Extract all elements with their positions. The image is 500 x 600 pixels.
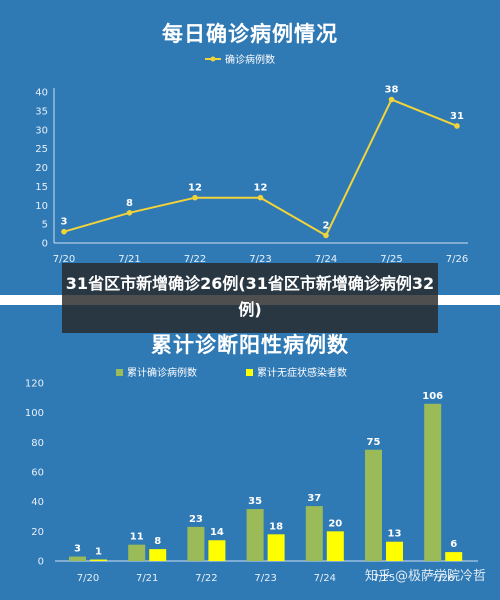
legend-swatch	[246, 369, 253, 376]
data-label: 6	[450, 539, 457, 550]
data-point	[126, 210, 133, 216]
y-tick-label: 40	[35, 88, 48, 99]
legend-swatch	[116, 369, 123, 376]
x-tick-label: 7/26	[446, 254, 468, 265]
y-tick-label: 80	[31, 438, 44, 449]
data-point	[257, 194, 264, 201]
bar	[267, 534, 285, 561]
data-point	[61, 228, 67, 235]
x-tick-label: 7/24	[315, 254, 337, 265]
headline-overlay: 31省区市新增确诊26例(31省区市新增确诊病例32例)	[62, 263, 438, 333]
x-tick-label: 7/24	[314, 573, 336, 584]
data-label: 20	[328, 518, 342, 529]
data-label: 23	[189, 514, 203, 525]
data-label: 31	[450, 111, 464, 122]
bar	[208, 540, 226, 561]
data-label: 3	[61, 217, 68, 228]
x-tick-label: 7/22	[195, 573, 217, 584]
y-tick-label: 5	[42, 220, 48, 231]
data-label: 75	[367, 437, 381, 448]
y-tick-label: 20	[35, 163, 48, 174]
x-tick-label: 7/21	[136, 573, 158, 584]
legend-label: 累计无症状感染者数	[257, 366, 347, 379]
data-label: 1	[95, 547, 102, 558]
bar	[246, 509, 264, 561]
bar	[90, 559, 107, 561]
bar	[305, 506, 323, 561]
y-tick-label: 30	[35, 125, 48, 136]
bar	[326, 531, 344, 561]
data-label: 13	[388, 529, 402, 540]
bar	[149, 549, 167, 561]
y-tick-label: 15	[35, 182, 48, 193]
data-point	[323, 232, 329, 239]
y-tick-label: 20	[31, 527, 44, 538]
x-tick-label: 7/21	[118, 254, 140, 265]
data-point	[192, 194, 198, 201]
x-tick-label: 7/20	[77, 573, 99, 584]
bar	[69, 556, 86, 561]
legend-label: 确诊病例数	[225, 53, 275, 66]
data-label: 2	[323, 220, 330, 231]
bar	[445, 552, 463, 561]
data-label: 106	[422, 391, 443, 402]
data-label: 12	[254, 183, 268, 194]
cumulative-chart-panel: 累计诊断阳性病例数 0 20 40 60 80 100 120 7/20 7/21 7/22 7/2…	[0, 305, 500, 600]
data-label: 14	[210, 527, 224, 538]
data-label: 37	[307, 493, 321, 504]
data-label: 3	[74, 544, 81, 555]
cumulative-chart-title: 累计诊断阳性病例数	[151, 333, 349, 357]
x-tick-label: 7/22	[184, 254, 206, 265]
y-tick-label: 10	[35, 201, 48, 212]
x-tick-label: 7/20	[53, 254, 75, 265]
x-tick-label: 7/23	[249, 254, 271, 265]
x-tick-label: 7/25	[373, 573, 395, 584]
x-tick-label: 7/26	[432, 573, 454, 584]
bar	[365, 449, 382, 561]
data-label: 35	[248, 496, 262, 507]
data-label: 8	[154, 536, 161, 547]
y-tick-label: 40	[31, 497, 44, 508]
data-point	[388, 96, 395, 103]
data-label: 11	[130, 532, 144, 543]
bar	[386, 541, 403, 561]
x-tick-label: 7/23	[254, 573, 276, 584]
y-tick-label: 0	[42, 239, 48, 250]
legend-marker	[210, 56, 216, 62]
data-label: 12	[188, 183, 202, 194]
data-label: 38	[385, 85, 399, 96]
x-tick-label: 7/25	[380, 254, 402, 265]
y-tick-label: 25	[35, 144, 48, 155]
legend-label: 累计确诊病例数	[127, 366, 197, 379]
y-tick-label: 100	[25, 408, 44, 419]
watermark-text: 知乎 @极萨学院冷哲	[364, 569, 486, 584]
data-label: 18	[269, 521, 283, 532]
daily-line-chart: 0 5 10 15 20 25 30 35 40 7/20 7/21 7/22 7/23 7/24 7/25…	[35, 53, 468, 265]
daily-chart-title: 每日确诊病例情况	[162, 22, 338, 46]
series-line	[63, 98, 458, 237]
bar	[424, 403, 442, 561]
daily-cases-chart-panel: 每日确诊病例情况 0 5 10 15 20 25 30 35 40 7/20 7/21 7/22 7/2…	[0, 0, 500, 295]
data-label: 8	[126, 198, 133, 209]
data-point	[454, 123, 460, 129]
y-tick-label: 120	[25, 379, 44, 390]
y-tick-label: 0	[38, 557, 44, 568]
bar	[187, 526, 205, 561]
y-tick-label: 60	[31, 468, 44, 479]
y-tick-label: 35	[35, 106, 48, 117]
bar	[128, 544, 146, 561]
